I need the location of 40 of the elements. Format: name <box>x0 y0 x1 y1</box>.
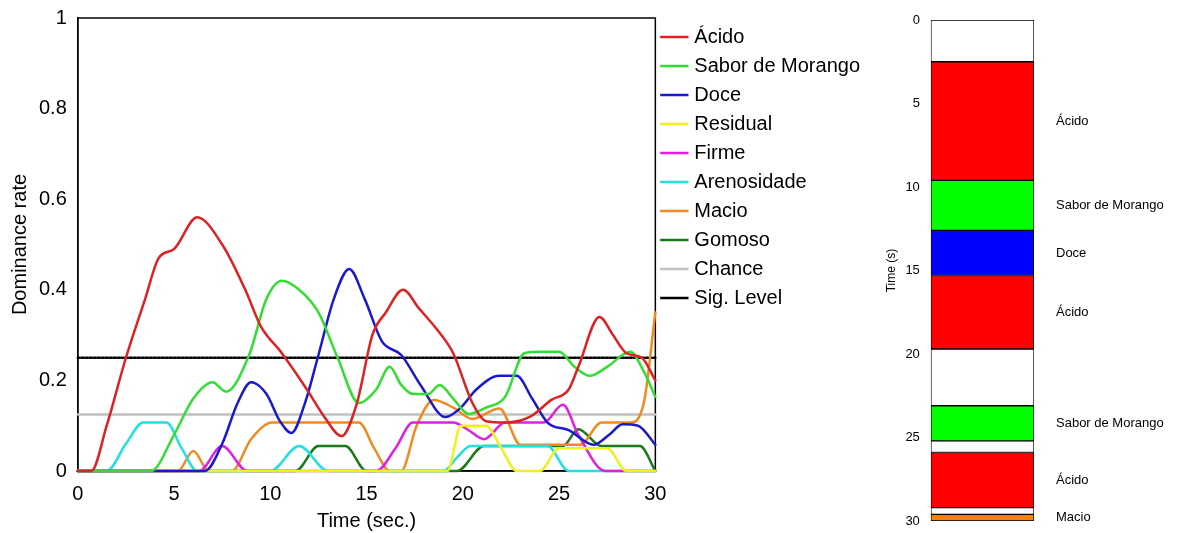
x-tick-label: 0 <box>72 481 84 504</box>
y-tick-label: 30 <box>905 512 920 528</box>
y-tick-label: 0 <box>55 458 67 481</box>
legend-label: Chance <box>694 256 764 279</box>
series-label: Sabor de Morango <box>1056 414 1164 430</box>
y-tick-label: 5 <box>912 95 920 111</box>
legend-label: Firme <box>694 140 746 163</box>
legend-label: Gomoso <box>694 227 770 250</box>
y-tick-label: 0.4 <box>38 277 67 300</box>
y-tick-label: 10 <box>905 178 920 194</box>
series-label: Ácido <box>1056 471 1089 487</box>
x-axis-title: Time (sec.) <box>316 508 417 531</box>
y-axis-title: Time (s) <box>883 248 898 293</box>
legend-label: Arenosidade <box>694 169 807 192</box>
legend-label: Sig. Level <box>694 285 783 308</box>
legend-label: Doce <box>694 82 742 105</box>
x-tick-label: 25 <box>547 481 571 504</box>
y-tick-label: 15 <box>905 262 920 278</box>
legend-label: Macio <box>694 198 748 221</box>
series-label: Doce <box>1056 244 1087 260</box>
legend-label: Residual <box>694 111 773 134</box>
legend-label: Ácido <box>694 24 745 47</box>
x-tick-label: 10 <box>259 481 282 504</box>
x-tick-label: 5 <box>168 481 180 504</box>
legend-label: Sabor de Morango <box>694 53 861 76</box>
y-tick-label: 0 <box>912 11 920 27</box>
y-tick-label: 0.6 <box>38 186 67 209</box>
y-tick-label: 0.8 <box>38 96 67 119</box>
x-tick-label: 30 <box>644 481 667 504</box>
series-label: Macio <box>1056 509 1091 525</box>
series-label: Sabor de Morango <box>1056 196 1164 212</box>
series-label: Ácido <box>1056 112 1089 128</box>
series-label: Ácido <box>1056 303 1089 319</box>
y-tick-label: 20 <box>905 345 920 361</box>
y-tick-label: 1 <box>55 5 67 28</box>
y-axis-title: Dominance rate <box>7 173 30 316</box>
y-tick-label: 25 <box>905 429 920 445</box>
y-tick-label: 0.2 <box>38 367 67 390</box>
x-tick-label: 20 <box>451 481 474 504</box>
x-tick-label: 15 <box>355 481 378 504</box>
